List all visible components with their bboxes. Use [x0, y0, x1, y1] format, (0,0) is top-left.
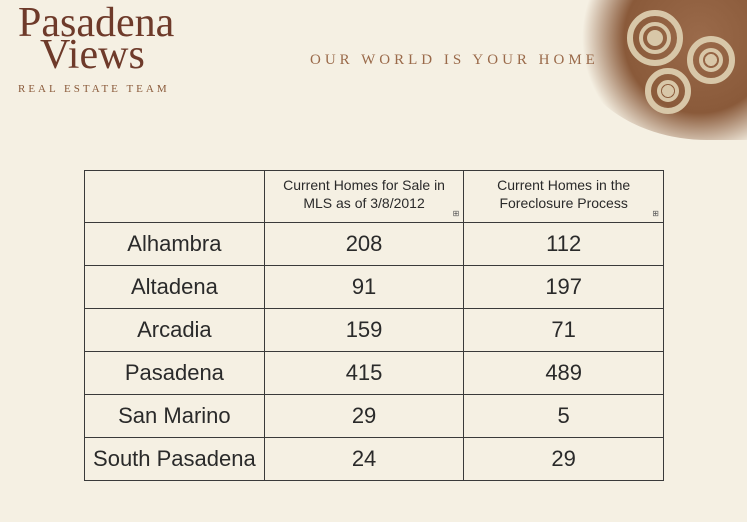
resize-handle-icon: ⊞ [652, 209, 659, 219]
brand-logo: Pasadena Views REAL ESTATE TEAM [18, 8, 174, 95]
value-cell: 91 [264, 266, 464, 309]
table-row: Arcadia 159 71 [85, 309, 664, 352]
data-table-container: Current Homes for Sale in MLS as of 3/8/… [84, 170, 664, 481]
value-cell: 29 [464, 438, 664, 481]
table-body: Alhambra 208 112 Altadena 91 197 Arcadia… [85, 223, 664, 481]
city-cell: Altadena [85, 266, 265, 309]
table-row: South Pasadena 24 29 [85, 438, 664, 481]
table-header-label: Current Homes in the Foreclosure Process [497, 177, 630, 211]
city-cell: South Pasadena [85, 438, 265, 481]
spiral-icon [645, 68, 691, 114]
value-cell: 197 [464, 266, 664, 309]
value-cell: 29 [264, 395, 464, 438]
brand-tagline: OUR WORLD IS YOUR HOME [310, 52, 599, 69]
header-banner: Pasadena Views REAL ESTATE TEAM OUR WORL… [0, 0, 747, 130]
table-header-homes-for-sale: Current Homes for Sale in MLS as of 3/8/… [264, 171, 464, 223]
resize-handle-icon: ⊞ [453, 209, 460, 219]
table-row: Alhambra 208 112 [85, 223, 664, 266]
table-header-row: Current Homes for Sale in MLS as of 3/8/… [85, 171, 664, 223]
table-header-foreclosure: Current Homes in the Foreclosure Process… [464, 171, 664, 223]
brand-logo-script: Pasadena Views [18, 8, 174, 71]
value-cell: 24 [264, 438, 464, 481]
brand-subline: REAL ESTATE TEAM [18, 83, 174, 95]
value-cell: 208 [264, 223, 464, 266]
table-row: San Marino 29 5 [85, 395, 664, 438]
table-header-label: Current Homes for Sale in MLS as of 3/8/… [283, 177, 445, 211]
spiral-icon [687, 36, 735, 84]
value-cell: 415 [264, 352, 464, 395]
value-cell: 71 [464, 309, 664, 352]
spiral-icon [627, 10, 683, 66]
table-header-blank [85, 171, 265, 223]
city-cell: Alhambra [85, 223, 265, 266]
value-cell: 5 [464, 395, 664, 438]
foreclosure-table: Current Homes for Sale in MLS as of 3/8/… [84, 170, 664, 481]
city-cell: Arcadia [85, 309, 265, 352]
value-cell: 159 [264, 309, 464, 352]
table-row: Pasadena 415 489 [85, 352, 664, 395]
value-cell: 489 [464, 352, 664, 395]
table-row: Altadena 91 197 [85, 266, 664, 309]
value-cell: 112 [464, 223, 664, 266]
city-cell: Pasadena [85, 352, 265, 395]
city-cell: San Marino [85, 395, 265, 438]
swirl-ornament [587, 0, 747, 130]
